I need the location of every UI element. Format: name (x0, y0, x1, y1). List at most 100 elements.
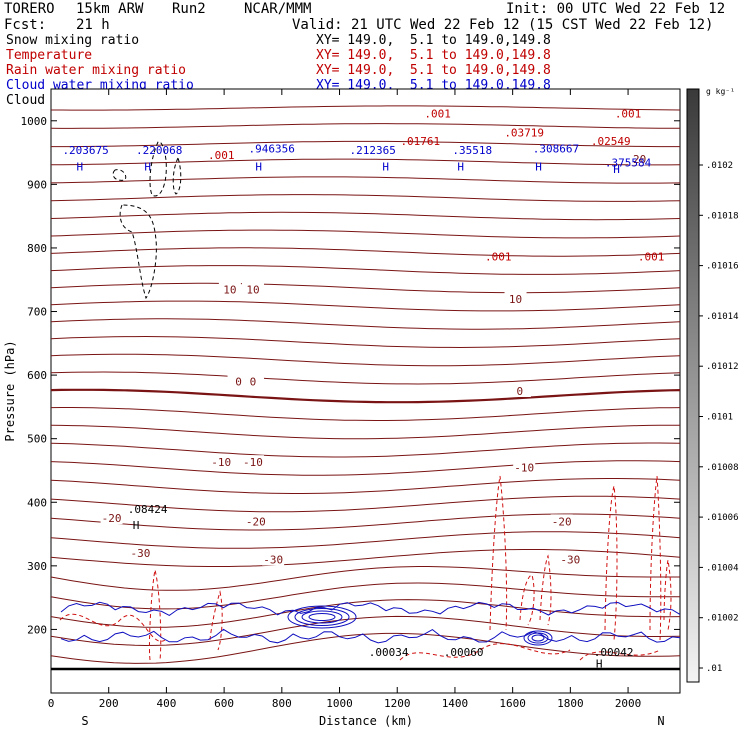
isotherm (50, 531, 681, 549)
header-run: Run2 (172, 1, 206, 17)
max-label: H (77, 160, 84, 173)
isotherm (50, 300, 681, 312)
temp-label: 10 (246, 283, 259, 296)
cloud-water-contour (301, 610, 343, 624)
x-tick-label: 800 (272, 697, 292, 710)
header-valid: Valid: 21 UTC Wed 22 Feb 12 (15 CST Wed … (292, 17, 714, 33)
temp-label: -20 (246, 515, 266, 528)
isotherm (50, 229, 681, 239)
header-fcst-value: 21 h (76, 17, 110, 33)
x-tick-label: 400 (156, 697, 176, 710)
colorbar-label: .01 (706, 664, 722, 674)
rain-contour (663, 559, 672, 631)
isotherm (50, 632, 681, 664)
y-tick-label: 600 (27, 369, 47, 382)
max-label: .01761 (400, 135, 440, 148)
cloud-water-contour (527, 632, 549, 644)
max-label: .02549 (591, 135, 631, 148)
isotherm (50, 495, 681, 513)
temp-label-bg (508, 384, 531, 397)
rain-contour (59, 613, 166, 642)
rain-contour (489, 475, 508, 631)
max-label: H (133, 519, 140, 532)
max-label: .308667 (533, 143, 579, 156)
temp-label-bg (218, 282, 241, 296)
cloud-water-contour (531, 634, 545, 642)
temp-label: -30 (131, 547, 151, 560)
colorbar-bar (686, 88, 700, 683)
isotherm (50, 318, 681, 330)
rain-contour (649, 475, 662, 641)
temp-label-bg (241, 282, 264, 296)
temp-label-bg (244, 514, 267, 528)
isotherm (50, 371, 681, 385)
temp-label-bg (210, 455, 233, 469)
isotherm (50, 566, 680, 591)
max-label: .212365 (350, 144, 396, 157)
cloud-water-contour (308, 613, 336, 621)
colorbar-label: .01016 (706, 262, 739, 272)
ice-contour (172, 157, 182, 195)
isotherm (50, 211, 681, 221)
temp-label: 0 (517, 385, 524, 398)
max-label: .375584 (605, 157, 652, 170)
temp-label-bg (513, 460, 536, 474)
max-label: .00042 (594, 646, 634, 659)
cloud-water-contour (60, 601, 681, 616)
cloud-water-contour (294, 608, 350, 626)
x-axis-title: Distance (km) (319, 714, 413, 728)
temp-label-bg (241, 374, 264, 388)
rain-contour (519, 574, 535, 626)
x-tick-label: 1800 (557, 697, 584, 710)
temp-label: -10 (514, 461, 534, 474)
colorbar-label: .01006 (706, 513, 739, 523)
x-tick-label: 1000 (326, 697, 353, 710)
temp-label-bg (504, 291, 527, 305)
rain-contours (59, 475, 672, 661)
rain-contour (209, 590, 223, 651)
y-tick-label: 900 (27, 178, 47, 191)
rain-contour (148, 569, 162, 661)
isotherm (50, 388, 681, 404)
header-init: Init: 00 UTC Wed 22 Feb 12 (506, 1, 726, 17)
x-tick-label: 1200 (384, 697, 411, 710)
y-tick-label: 800 (27, 242, 47, 255)
colorbar-label: .01008 (706, 463, 739, 473)
max-label: .203675 (62, 144, 108, 157)
isotherm (50, 282, 681, 294)
header-model: TORERO (4, 1, 55, 17)
temp-label-bg (559, 552, 582, 566)
max-label: .00060 (444, 646, 484, 659)
cloud-water-contour (523, 630, 553, 646)
max-label: .00034 (369, 646, 409, 659)
colorbar-label: .01012 (706, 362, 739, 372)
ice-contour (112, 169, 127, 181)
temp-label: 20 (633, 153, 646, 166)
x-right-end-label: N (657, 714, 664, 728)
colorbar-label: .0102 (706, 161, 733, 171)
x-tick-label: 1400 (442, 697, 469, 710)
y-tick-label: 1000 (21, 115, 48, 128)
colorbar-label: .01014 (706, 312, 739, 322)
y-tick-label: 500 (27, 433, 47, 446)
field-xy: XY= 149.0, 5.1 to 149.0,149.8 (316, 48, 551, 63)
y-tick-label: 700 (27, 306, 47, 319)
max-label: .001 (208, 149, 235, 162)
axes: 0 200 400 600 800 1000 1200 1400 1600 1800 2000200… (21, 89, 680, 710)
max-label: H (255, 160, 262, 173)
x-tick-label: 0 (48, 697, 55, 710)
isotherm (51, 140, 680, 148)
cloud-water-contours (60, 601, 681, 646)
max-label: H (596, 658, 603, 671)
field-name: Temperature (6, 48, 93, 63)
colorbar-label: .01018 (706, 211, 739, 221)
y-tick-label: 200 (27, 623, 47, 636)
isotherm (50, 549, 681, 567)
max-label: .001 (638, 251, 665, 264)
max-label: .35518 (452, 144, 492, 157)
isotherm (50, 513, 681, 531)
isotherm (50, 265, 681, 275)
